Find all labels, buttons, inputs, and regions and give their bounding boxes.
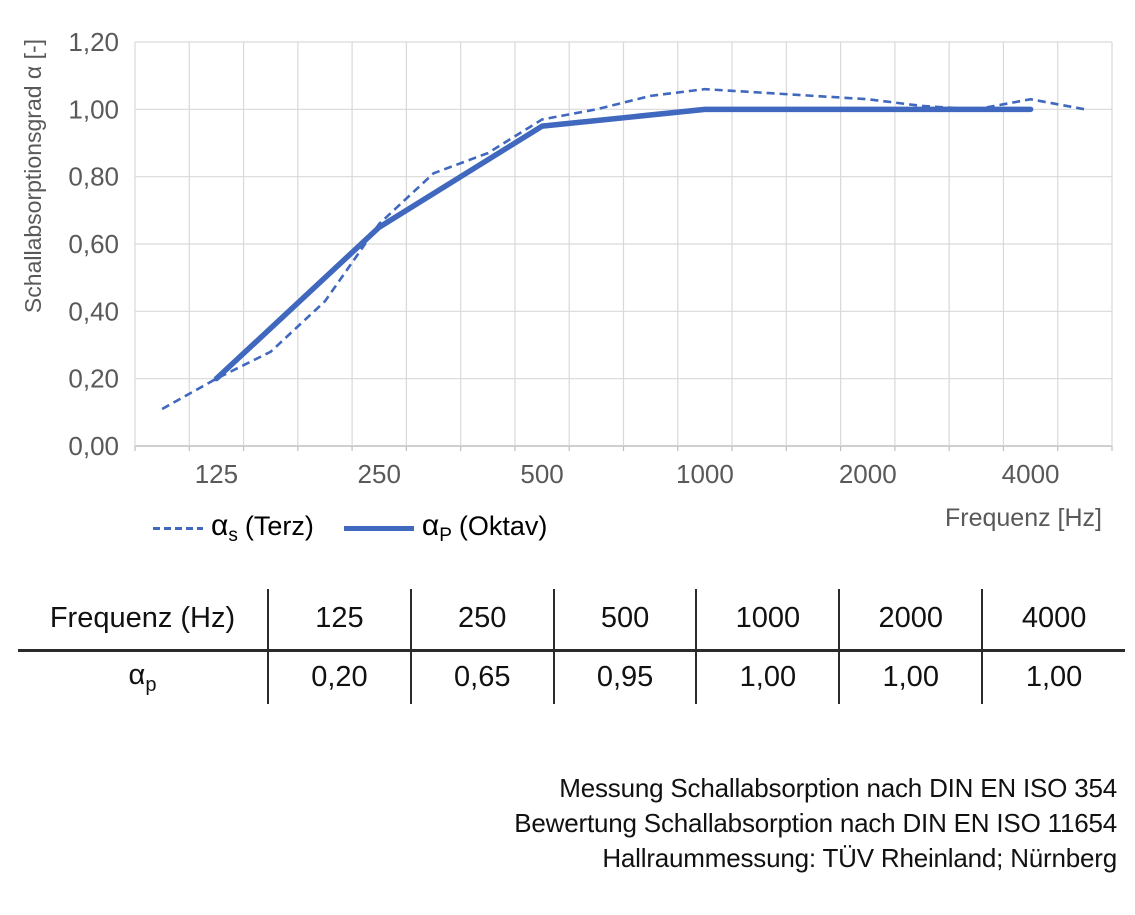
chart-plot-area: 0,00 0,20 0,40 0,60 0,80 1,00 1,20 125 250 500 100…	[68, 27, 1113, 489]
x-axis-title: Frequenz [Hz]	[944, 504, 1102, 532]
table-row-label-alpha-p: αp	[128, 658, 157, 696]
svg-text:0,20: 0,20	[68, 364, 119, 394]
svg-text:0,60: 0,60	[68, 229, 119, 259]
svg-text:4000: 4000	[1002, 459, 1060, 489]
note-line-2: Bewertung Schallabsorption nach DIN EN I…	[514, 808, 1117, 838]
legend-item-oktav: αP (Oktav)	[343, 509, 548, 547]
svg-text:125: 125	[195, 459, 238, 489]
table-value-row: αp 0,20 0,65 0,95 1,00 1,00 1,00	[18, 650, 1125, 704]
solid-line-sample	[343, 525, 414, 531]
measurement-notes: Messung Schallabsorption nach DIN EN ISO…	[514, 771, 1117, 876]
table-value-cell: 1,00	[838, 650, 983, 704]
absorption-chart: 0,00 0,20 0,40 0,60 0,80 1,00 1,20 125 250 500 100…	[20, 27, 1113, 548]
svg-text:0,00: 0,00	[68, 431, 119, 461]
table-header-frequency: Frequenz (Hz)	[18, 589, 268, 652]
svg-text:1,00: 1,00	[68, 94, 119, 124]
svg-text:500: 500	[520, 459, 563, 489]
y-axis-title: Schallabsorptionsgrad α [-]	[20, 38, 46, 314]
absorption-table: Frequenz (Hz) 125 250 500 1000 2000 4000…	[18, 589, 1125, 704]
svg-text:0,40: 0,40	[68, 296, 119, 326]
note-line-1: Messung Schallabsorption nach DIN EN ISO…	[559, 773, 1117, 803]
table-value-cell: 1,00	[981, 650, 1125, 704]
table-value-cell: 0,20	[267, 650, 411, 704]
chart-legend: αs (Terz) αP (Oktav)	[153, 508, 547, 548]
svg-text:1000: 1000	[676, 459, 734, 489]
legend-label-terz: αs (Terz)	[211, 509, 314, 546]
legend-item-terz: αs (Terz)	[153, 509, 314, 547]
table-value-cell: 1,00	[695, 650, 840, 704]
table-value-cell: 0,65	[409, 650, 554, 704]
dashed-line-sample	[153, 526, 203, 530]
table-value-cell: 0,95	[552, 650, 697, 704]
svg-text:2000: 2000	[839, 459, 897, 489]
table-frequency-cell: 1000	[695, 589, 840, 652]
table-frequency-cell: 4000	[981, 589, 1125, 652]
svg-text:250: 250	[358, 459, 401, 489]
table-frequency-cell: 125	[267, 589, 411, 652]
svg-text:1,20: 1,20	[68, 27, 119, 57]
svg-text:0,80: 0,80	[68, 162, 119, 192]
table-frequency-cell: 500	[552, 589, 697, 652]
table-frequency-cell: 2000	[838, 589, 983, 652]
note-line-3: Hallraummessung: TÜV Rheinland; Nürnberg	[602, 843, 1117, 873]
table-frequency-cell: 250	[409, 589, 554, 652]
table-header-row: Frequenz (Hz) 125 250 500 1000 2000 4000	[18, 589, 1125, 652]
legend-label-oktav: αP (Oktav)	[421, 509, 548, 546]
